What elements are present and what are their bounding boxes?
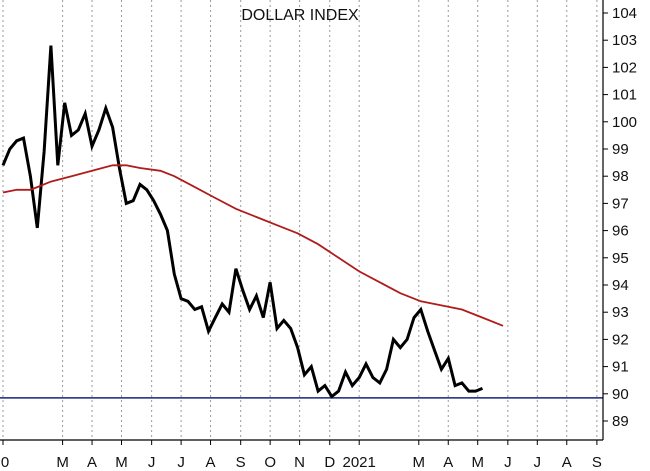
y-tick-label-7: 96 xyxy=(612,223,629,240)
y-tick-label-15: 104 xyxy=(612,5,637,22)
x-tick-label-12: M xyxy=(413,454,426,471)
y-tick-label-12: 101 xyxy=(612,87,637,104)
y-tick-label-8: 97 xyxy=(612,195,629,212)
y-tick-label-10: 99 xyxy=(612,141,629,158)
y-tick-label-1: 90 xyxy=(612,386,629,403)
y-tick-label-13: 102 xyxy=(612,59,637,76)
x-tick-label-1: M xyxy=(56,454,69,471)
y-tick-label-9: 98 xyxy=(612,168,629,185)
x-tick-label-8: O xyxy=(264,454,276,471)
x-tick-label-17: A xyxy=(562,454,572,471)
y-tick-label-3: 92 xyxy=(612,331,629,348)
x-tick-label-5: J xyxy=(177,454,185,471)
series-lines xyxy=(1,45,504,399)
y-tick-label-6: 95 xyxy=(612,250,629,267)
vertical-gridlines xyxy=(2,0,598,440)
chart-title: DOLLAR INDEX xyxy=(241,7,359,24)
x-tick-label-18: S xyxy=(592,454,602,471)
x-tick-label-6: A xyxy=(206,454,216,471)
x-tick-label-7: S xyxy=(236,454,246,471)
x-tick-label-3: M xyxy=(115,454,128,471)
y-tick-label-14: 103 xyxy=(612,32,637,49)
x-tick-label-2: A xyxy=(87,454,97,471)
x-tick-label-13: A xyxy=(443,454,453,471)
y-tick-label-2: 91 xyxy=(612,359,629,376)
y-tick-label-0: 89 xyxy=(612,413,629,430)
moving-average-line xyxy=(2,164,504,327)
y-tick-label-11: 100 xyxy=(612,114,637,131)
x-tick-label-14: M xyxy=(471,454,484,471)
y-tick-label-4: 93 xyxy=(612,304,629,321)
x-tick-label-16: J xyxy=(534,454,542,471)
dollar-index-line xyxy=(1,45,484,399)
y-tick-label-5: 94 xyxy=(612,277,629,294)
x-tick-label-11: 2021 xyxy=(343,454,376,471)
x-tick-label-4: J xyxy=(148,454,156,471)
x-tick-label-9: N xyxy=(294,454,305,471)
x-tick-label-15: J xyxy=(504,454,512,471)
x-tick-label-0: 0 xyxy=(1,454,9,471)
x-tick-label-10: D xyxy=(324,454,335,471)
